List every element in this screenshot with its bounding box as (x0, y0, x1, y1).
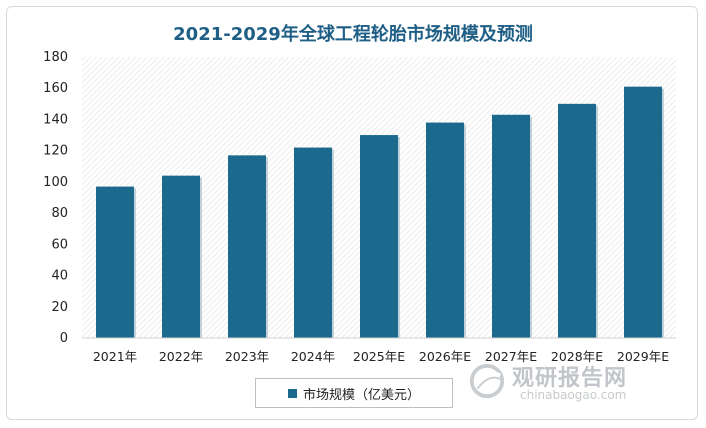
bar (162, 175, 200, 338)
y-tick-label: 40 (51, 269, 68, 284)
y-tick-label: 160 (43, 81, 68, 96)
x-tick-label: 2025年E (353, 349, 405, 364)
y-axis: 0 20 40 60 80 100 120 140 160 180 (43, 50, 68, 346)
y-tick-label: 80 (51, 206, 68, 221)
watermark-name: 观研报告网 (512, 366, 628, 391)
x-tick-label: 2026年E (419, 349, 471, 364)
chart-title: 2021-2029年全球工程轮胎市场规模及预测 (173, 24, 533, 45)
bar (558, 103, 596, 338)
bars (96, 86, 664, 339)
bar (228, 155, 266, 338)
bar (96, 186, 134, 338)
x-tick-label: 2023年 (225, 349, 269, 364)
y-tick-label: 100 (43, 175, 68, 190)
x-axis: 2021年 2022年 2023年 2024年 2025年E 2026年E 2027年E 20… (82, 337, 676, 364)
y-tick-label: 120 (43, 144, 68, 159)
watermark: 观研报告网 chinabaogao.com (468, 360, 668, 404)
watermark-logo-icon (469, 363, 505, 399)
bar (360, 135, 398, 338)
x-tick-label: 2027年E (485, 349, 537, 364)
x-tick-label: 2024年 (291, 349, 335, 364)
bar (426, 122, 464, 338)
bar (624, 86, 662, 339)
x-tick-label: 2022年 (159, 349, 203, 364)
y-tick-label: 180 (43, 50, 68, 65)
x-tick-label: 2021年 (93, 349, 137, 364)
legend-label: 市场规模（亿美元） (302, 387, 420, 403)
bar (492, 114, 530, 338)
x-tick-label: 2028年E (551, 349, 603, 364)
legend: 市场规模（亿美元） (255, 378, 453, 408)
x-tick-label: 2029年E (617, 349, 669, 364)
legend-swatch (287, 388, 297, 398)
y-tick-label: 20 (51, 300, 68, 315)
y-tick-label: 140 (43, 112, 68, 127)
bar (294, 147, 332, 338)
watermark-domain: chinabaogao.com (520, 388, 627, 402)
y-tick-label: 0 (60, 331, 68, 346)
y-tick-label: 60 (51, 237, 68, 252)
